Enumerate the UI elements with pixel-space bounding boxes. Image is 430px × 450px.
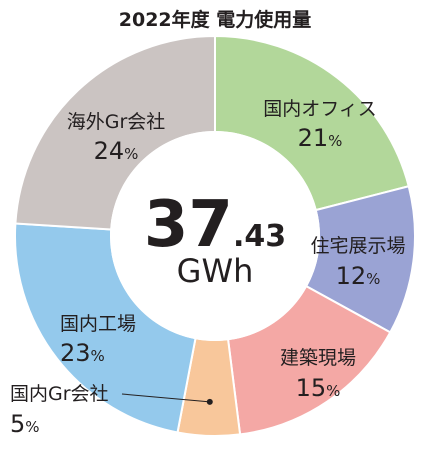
slice-value-1: 12% <box>336 262 381 290</box>
slice-value-3: 5% <box>10 410 40 438</box>
slice-label-1: 住宅展示場 <box>310 235 405 257</box>
donut-hole <box>110 131 320 341</box>
slice-label-0: 国内オフィス <box>263 98 377 120</box>
total-value: 37.43 <box>144 188 286 262</box>
slice-label-5: 海外Gr会社 <box>67 111 166 133</box>
labels-group: 国内オフィス 21% 住宅展示場 12% 建築現場 15% 国内Gr会社 5% 国内工場 23% 海… <box>10 98 406 438</box>
chart-title: 2022年度 電力使用量 <box>119 8 312 31</box>
slice-label-3: 国内Gr会社 <box>10 383 109 405</box>
total-integer: 37 <box>144 188 233 262</box>
total-unit: GWh <box>177 252 254 290</box>
leader-line <box>121 393 210 403</box>
slice-value-4: 23% <box>60 339 105 367</box>
slice-value-0: 21% <box>298 124 343 152</box>
leader-dot <box>206 398 213 405</box>
slice-label-2: 建築現場 <box>280 347 356 369</box>
slice-value-2: 15% <box>296 374 341 402</box>
total-decimal: .43 <box>233 219 286 254</box>
slice-value-5: 24% <box>94 137 139 165</box>
slice-label-4: 国内工場 <box>60 313 136 335</box>
